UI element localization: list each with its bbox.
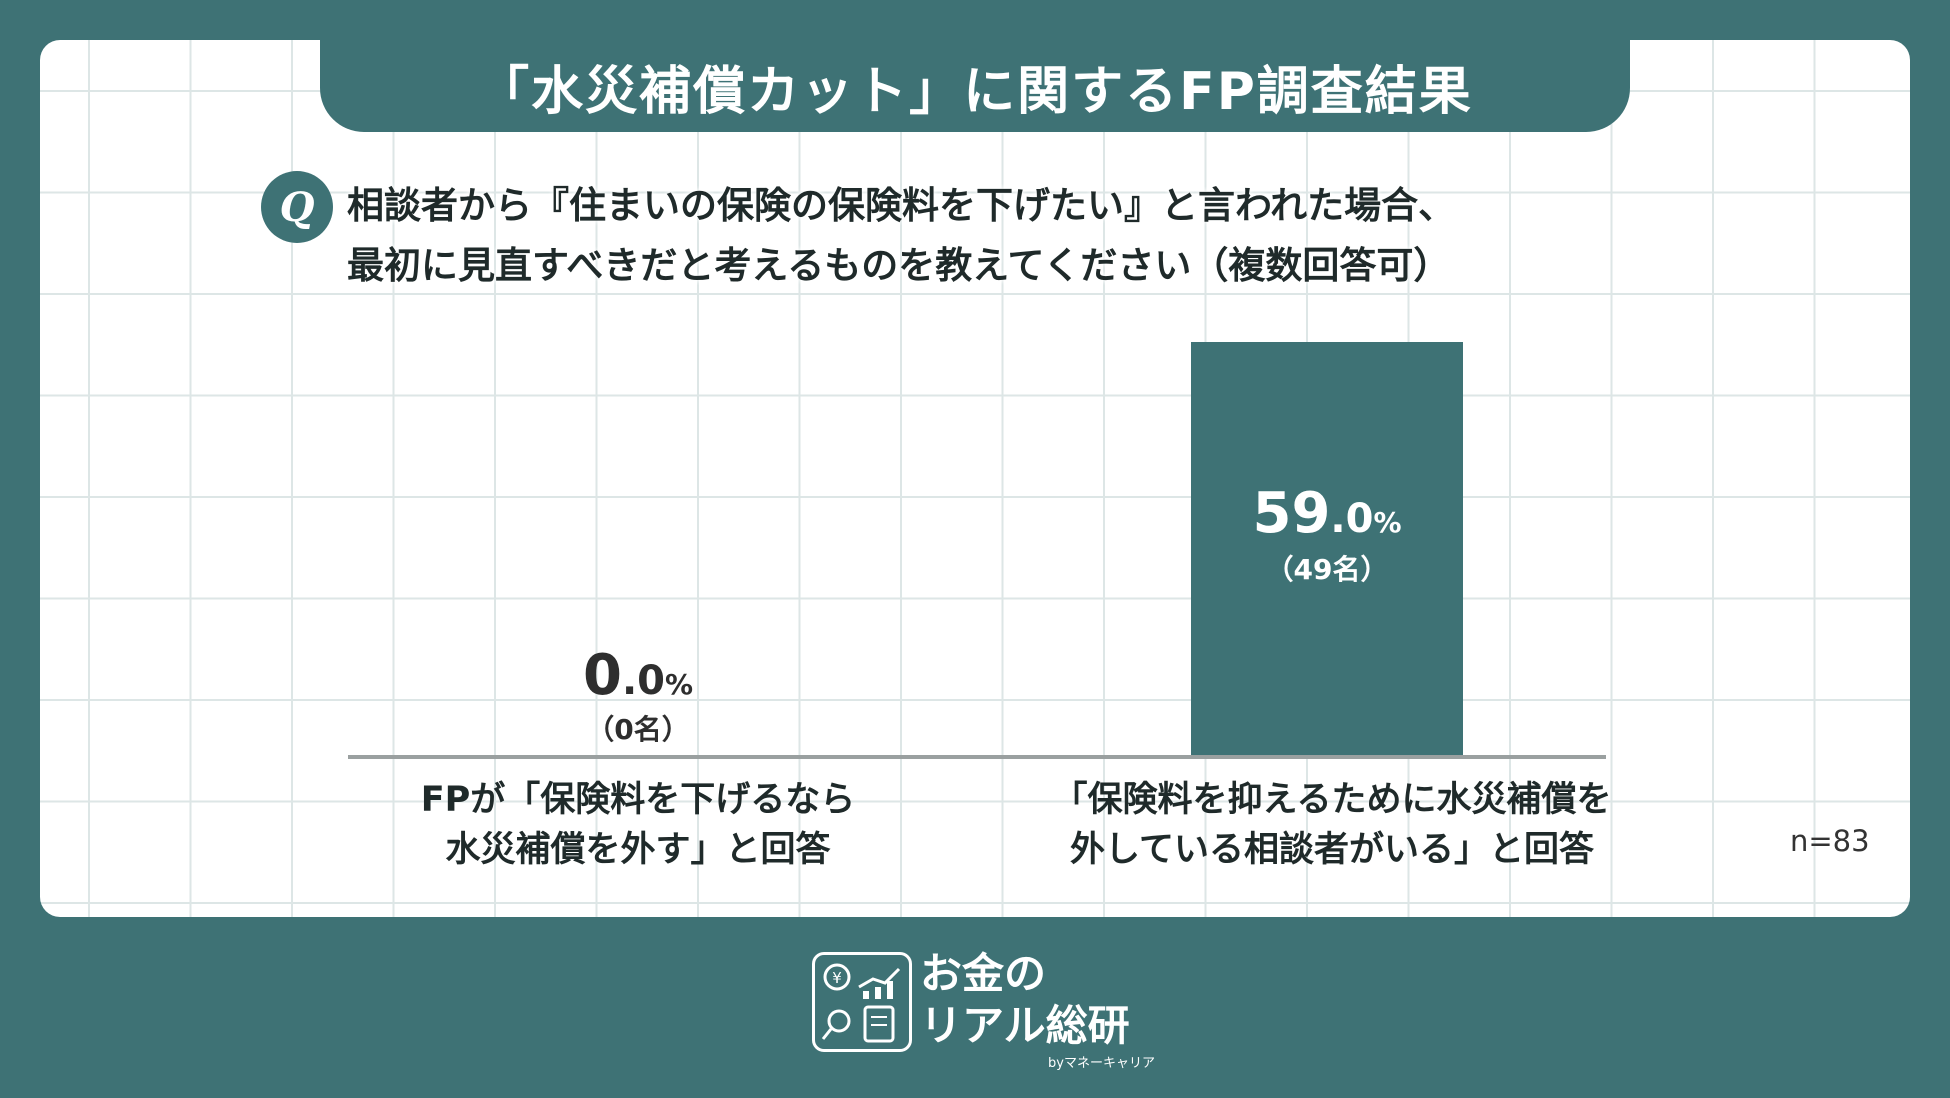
content-card [40,40,1910,917]
q-icon: Q [261,171,333,243]
brand-line-2: リアル総研 [920,1001,1130,1050]
page-title: 「水災補償カット」に関するFP調査結果 [320,40,1630,132]
brand-logo-icon: ¥ [812,952,912,1052]
category-label-0-line-2: 水災補償を外す」と回答 [445,830,831,870]
category-label-1-line-1: 「保険料を抑えるために水災補償を [1052,780,1612,820]
brand-line-1: お金の [920,949,1047,998]
value-label-1: 59.0% [1252,481,1401,546]
count-label-1: （49名） [1266,553,1389,586]
category-label-0-line-1: FPが「保険料を下げるなら [420,780,856,820]
value-label-0: 0.0% [583,643,693,708]
question-text: 相談者から『住まいの保険の保険料を下げたい』と言われた場合、 最初に見直すべきだ… [347,176,1747,296]
bar-1 [1191,342,1463,757]
category-label-1: 「保険料を抑えるために水災補償を 外している相談者がいる」と回答 [1052,775,1612,875]
svg-text:¥: ¥ [832,969,842,987]
brand-name: お金の リアル総研 [920,948,1130,1052]
count-label-0: （0名） [586,713,689,746]
question-line-1: 相談者から『住まいの保険の保険料を下げたい』と言われた場合、 [347,184,1456,227]
question-line-2: 最初に見直すべきだと考えるものを教えてください（複数回答可） [347,244,1451,287]
category-label-1-line-2: 外している相談者がいる」と回答 [1070,830,1594,870]
sample-size-label: n=83 [1790,824,1870,858]
brand-sub: byマネーキャリア [1048,1056,1155,1071]
category-label-0: FPが「保険料を下げるなら 水災補償を外す」と回答 [358,775,918,875]
